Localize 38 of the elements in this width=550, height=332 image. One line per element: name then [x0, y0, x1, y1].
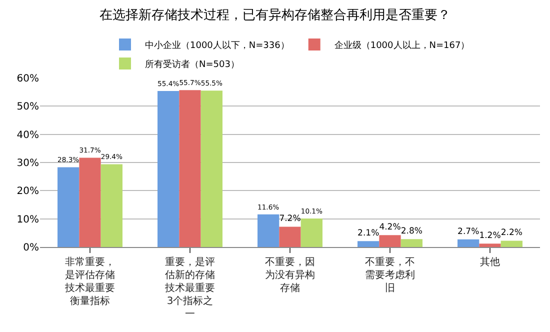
- chart-title: 在选择新存储技术过程，已有异构存储整合再利用是否重要？: [100, 8, 450, 24]
- y-tick-label: 20%: [16, 186, 39, 198]
- y-tick-label: 10%: [16, 214, 39, 226]
- data-label: 2.7%: [458, 226, 480, 237]
- y-tick-label: 30%: [16, 158, 39, 169]
- y-tick-label: 40%: [16, 130, 39, 141]
- x-tick-label: 非常重要，是评估存储技术最重要衡量指标: [64, 256, 115, 307]
- data-label: 4.2%: [379, 222, 401, 233]
- bar: [479, 244, 501, 247]
- bar: [100, 164, 122, 247]
- bar: [379, 235, 401, 247]
- y-tick-label: 50%: [16, 102, 39, 113]
- data-label: 2.1%: [358, 228, 380, 239]
- data-label: 2.2%: [500, 228, 522, 238]
- bar: [458, 239, 480, 247]
- legend-label: 企业级（1000人以上，N=167）: [334, 40, 470, 52]
- data-label: 1.2%: [479, 231, 501, 242]
- bar: [300, 218, 322, 247]
- legend-label: 所有受访者（N=503）: [145, 59, 240, 70]
- data-label: 2.8%: [400, 226, 422, 237]
- data-label: 7.2%: [279, 214, 301, 224]
- bar: [79, 158, 101, 247]
- bar: [500, 240, 522, 247]
- bar: [200, 90, 222, 247]
- bar: [279, 226, 301, 247]
- bar: [179, 90, 201, 247]
- x-tick-label: 其他: [480, 256, 500, 268]
- y-tick-label: 60%: [16, 74, 39, 84]
- bar: [58, 167, 80, 247]
- x-tick-label: 不重要，不需要考虑利旧: [365, 256, 415, 294]
- x-tick-label: 不重要，因为没有异构存储: [265, 256, 315, 294]
- y-tick-label: 0%: [23, 242, 39, 254]
- x-tick-label: 重要，是评估新的存储技术最重要3个指标之一: [164, 256, 215, 320]
- legend-label: 中小企业（1000人以下，N=336）: [145, 40, 290, 52]
- bar: [358, 241, 380, 247]
- bar: [158, 90, 180, 247]
- bar: [400, 239, 422, 247]
- bar: [258, 214, 280, 247]
